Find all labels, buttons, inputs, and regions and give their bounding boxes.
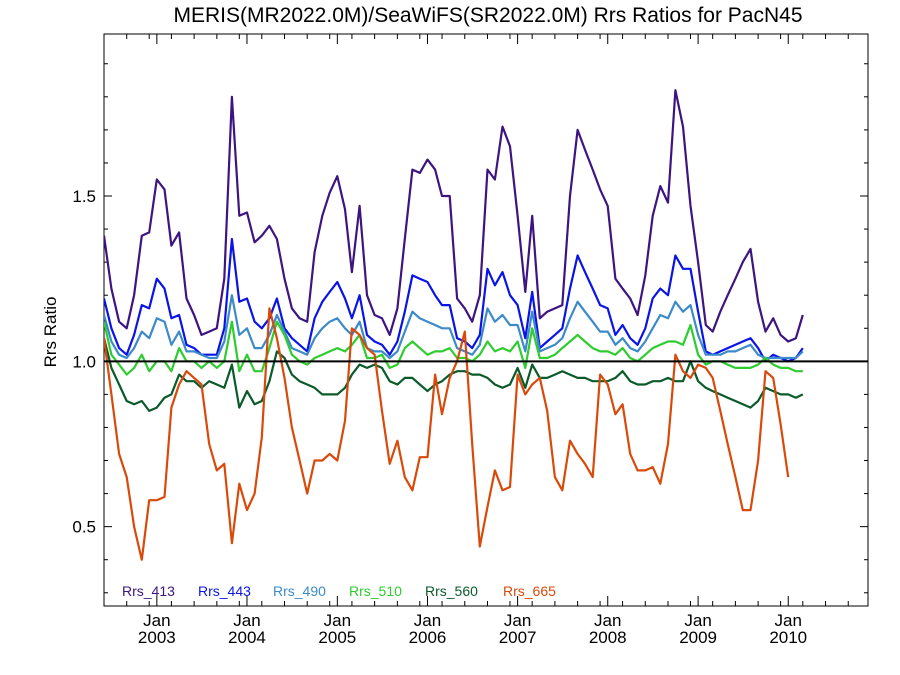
- x-tick-month-label: Jan: [414, 611, 441, 630]
- y-tick-label: 1.5: [72, 187, 96, 206]
- x-tick-year-label: 2008: [589, 628, 627, 647]
- legend-entry-rrs-560: Rrs_560: [425, 583, 478, 599]
- series-line-rrs-665: [104, 307, 790, 561]
- x-tick-year-label: 2004: [228, 628, 266, 647]
- legend-entry-rrs-510: Rrs_510: [349, 583, 402, 599]
- series-line-rrs-560: [104, 337, 804, 412]
- series-line-rrs-443: [104, 237, 804, 363]
- series-line-rrs-490: [104, 294, 804, 360]
- x-tick-year-label: 2006: [409, 628, 447, 647]
- chart-title: MERIS(MR2022.0M)/SeaWiFS(SR2022.0M) Rrs …: [173, 4, 802, 27]
- series-line-rrs-413: [104, 89, 804, 343]
- plot-area: 0.51.01.5Jan2003Jan2004Jan2005Jan2006Jan…: [72, 33, 869, 647]
- x-tick-year-label: 2009: [679, 628, 717, 647]
- legend-entry-rrs-413: Rrs_413: [122, 583, 175, 599]
- y-axis-label: Rrs Ratio: [41, 297, 60, 368]
- x-tick-year-label: 2003: [138, 628, 176, 647]
- legend-entry-rrs-443: Rrs_443: [198, 583, 251, 599]
- y-tick-label: 1.0: [72, 352, 96, 371]
- legend-entry-rrs-665: Rrs_665: [503, 583, 556, 599]
- y-tick-label: 0.5: [72, 518, 96, 537]
- plot-frame: [103, 33, 869, 607]
- x-tick-month-label: Jan: [684, 611, 711, 630]
- x-tick-year-label: 2010: [769, 628, 807, 647]
- x-tick-month-label: Jan: [775, 611, 802, 630]
- x-tick-month-label: Jan: [504, 611, 531, 630]
- x-tick-month-label: Jan: [233, 611, 260, 630]
- legend-entry-rrs-490: Rrs_490: [273, 583, 326, 599]
- x-tick-year-label: 2005: [318, 628, 356, 647]
- x-tick-month-label: Jan: [594, 611, 621, 630]
- x-tick-month-label: Jan: [143, 611, 170, 630]
- x-tick-month-label: Jan: [324, 611, 351, 630]
- x-tick-year-label: 2007: [499, 628, 537, 647]
- series-line-rrs-510: [104, 320, 803, 376]
